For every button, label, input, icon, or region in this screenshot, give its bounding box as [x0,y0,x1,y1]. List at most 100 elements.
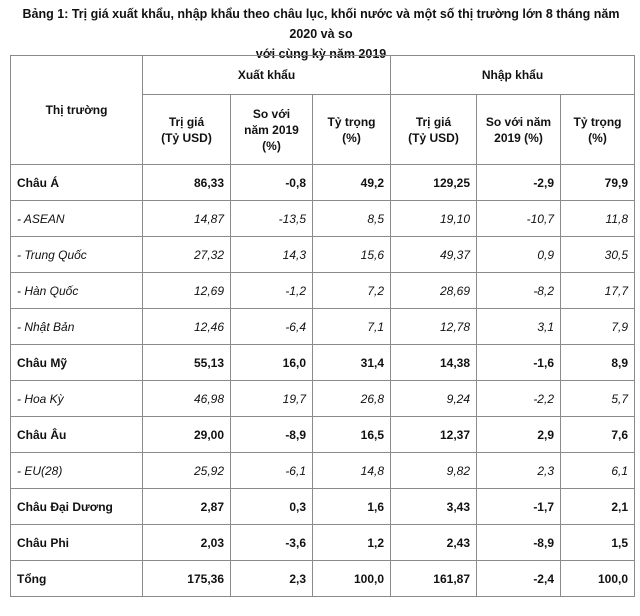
cell-exp-value: 12,46 [142,308,231,345]
cell-exp-change: 2,3 [230,560,313,597]
cell-exp-share: 49,2 [312,164,391,201]
trade-table: Thị trường Xuất khẩu Nhập khẩu Trị giá (T… [10,55,635,597]
cell-imp-share: 17,7 [560,272,635,309]
cell-name: Châu Á [10,164,143,201]
import-header: Nhập khẩu [390,55,635,95]
cell-exp-value: 14,87 [142,200,231,237]
cell-exp-share: 15,6 [312,236,391,273]
cell-imp-share: 5,7 [560,380,635,417]
cell-exp-change: -8,9 [230,416,313,453]
cell-exp-value: 25,92 [142,452,231,489]
cell-name: - Trung Quốc [10,236,143,273]
cell-imp-change: -1,6 [476,344,561,381]
export-header: Xuất khẩu [142,55,391,95]
cell-exp-change: -6,1 [230,452,313,489]
cell-imp-value: 14,38 [390,344,477,381]
cell-imp-change: -8,9 [476,524,561,561]
cell-exp-change: -3,6 [230,524,313,561]
table-row: - EU(28) 25,92 -6,1 14,8 9,82 2,3 6,1 [10,452,635,489]
cell-name: - EU(28) [10,452,143,489]
cell-imp-value: 161,87 [390,560,477,597]
cell-imp-value: 12,37 [390,416,477,453]
cell-exp-share: 31,4 [312,344,391,381]
table-row: Châu Á 86,33 -0,8 49,2 129,25 -2,9 79,9 [10,164,635,201]
cell-exp-share: 1,6 [312,488,391,525]
cell-exp-share: 7,1 [312,308,391,345]
cell-name: Châu Đại Dương [10,488,143,525]
cell-imp-value: 129,25 [390,164,477,201]
cell-name: Châu Mỹ [10,344,143,381]
table-row: Tổng 175,36 2,3 100,0 161,87 -2,4 100,0 [10,560,635,597]
export-share-header: Tỷ trọng (%) [312,94,391,165]
cell-exp-change: -1,2 [230,272,313,309]
cell-imp-value: 2,43 [390,524,477,561]
table-body: Châu Á 86,33 -0,8 49,2 129,25 -2,9 79,9- ASEAN… [10,164,635,597]
cell-exp-value: 175,36 [142,560,231,597]
cell-imp-value: 28,69 [390,272,477,309]
cell-imp-share: 6,1 [560,452,635,489]
cell-exp-value: 29,00 [142,416,231,453]
cell-exp-value: 46,98 [142,380,231,417]
cell-exp-change: -0,8 [230,164,313,201]
table-row: Châu Âu 29,00 -8,9 16,5 12,37 2,9 7,6 [10,416,635,453]
cell-exp-value: 12,69 [142,272,231,309]
cell-name: Châu Phi [10,524,143,561]
cell-exp-value: 2,03 [142,524,231,561]
cell-exp-change: -6,4 [230,308,313,345]
cell-imp-share: 11,8 [560,200,635,237]
table-row: - Hoa Kỳ 46,98 19,7 26,8 9,24 -2,2 5,7 [10,380,635,417]
cell-exp-value: 2,87 [142,488,231,525]
cell-exp-share: 14,8 [312,452,391,489]
cell-exp-value: 27,32 [142,236,231,273]
cell-imp-value: 19,10 [390,200,477,237]
cell-imp-value: 9,24 [390,380,477,417]
cell-imp-change: -8,2 [476,272,561,309]
cell-name: - Hàn Quốc [10,272,143,309]
cell-imp-share: 7,9 [560,308,635,345]
cell-exp-change: 16,0 [230,344,313,381]
table-row: - Hàn Quốc 12,69 -1,2 7,2 28,69 -8,2 17,7 [10,272,635,309]
caption-line-1: Bảng 1: Trị giá xuất khẩu, nhập khẩu the… [22,7,620,41]
cell-name: Tổng [10,560,143,597]
cell-exp-share: 8,5 [312,200,391,237]
table-row: - ASEAN 14,87 -13,5 8,5 19,10 -10,7 11,8 [10,200,635,237]
table-row: Châu Phi 2,03 -3,6 1,2 2,43 -8,9 1,5 [10,524,635,561]
cell-imp-change: -1,7 [476,488,561,525]
cell-imp-value: 49,37 [390,236,477,273]
cell-imp-share: 30,5 [560,236,635,273]
table-row: Châu Mỹ 55,13 16,0 31,4 14,38 -1,6 8,9 [10,344,635,381]
cell-imp-change: -10,7 [476,200,561,237]
cell-exp-value: 55,13 [142,344,231,381]
cell-imp-change: 0,9 [476,236,561,273]
export-value-header: Trị giá (Tỷ USD) [142,94,231,165]
cell-imp-change: -2,2 [476,380,561,417]
cell-imp-change: 3,1 [476,308,561,345]
cell-name: - ASEAN [10,200,143,237]
export-change-header: So với năm 2019 (%) [230,94,313,165]
cell-exp-change: 14,3 [230,236,313,273]
cell-exp-share: 100,0 [312,560,391,597]
cell-imp-value: 3,43 [390,488,477,525]
cell-imp-change: -2,4 [476,560,561,597]
market-header: Thị trường [10,55,143,165]
cell-imp-value: 9,82 [390,452,477,489]
table-row: Châu Đại Dương 2,87 0,3 1,6 3,43 -1,7 2,1 [10,488,635,525]
cell-imp-share: 100,0 [560,560,635,597]
import-share-header: Tỷ trọng (%) [560,94,635,165]
cell-name: Châu Âu [10,416,143,453]
cell-imp-value: 12,78 [390,308,477,345]
cell-imp-share: 79,9 [560,164,635,201]
cell-imp-change: 2,3 [476,452,561,489]
cell-exp-value: 86,33 [142,164,231,201]
cell-imp-change: -2,9 [476,164,561,201]
cell-name: - Nhật Bản [10,308,143,345]
cell-exp-share: 26,8 [312,380,391,417]
cell-exp-change: 0,3 [230,488,313,525]
cell-imp-share: 7,6 [560,416,635,453]
cell-imp-change: 2,9 [476,416,561,453]
table-row: - Nhật Bản 12,46 -6,4 7,1 12,78 3,1 7,9 [10,308,635,345]
import-value-header: Trị giá (Tỷ USD) [390,94,477,165]
cell-exp-share: 7,2 [312,272,391,309]
table-row: - Trung Quốc 27,32 14,3 15,6 49,37 0,9 30,5 [10,236,635,273]
cell-imp-share: 1,5 [560,524,635,561]
